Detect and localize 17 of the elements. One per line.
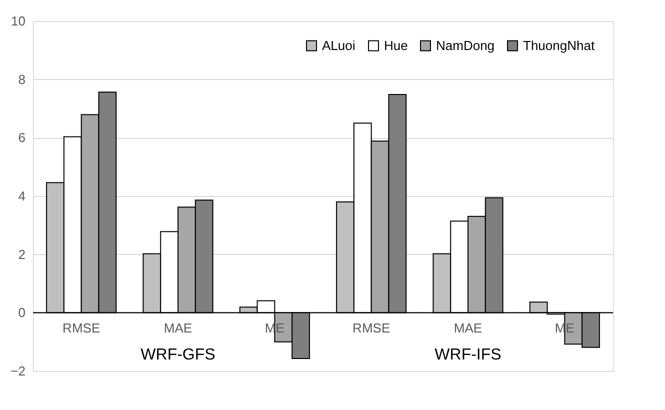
y-tick-label: 10 — [11, 14, 26, 28]
y-tick-label: 6 — [18, 130, 26, 146]
legend-label: Hue — [384, 38, 408, 53]
legend-label: ThuongNhat — [523, 38, 595, 53]
x-tick-label: RMSE — [352, 320, 390, 336]
y-tick-label: 4 — [18, 188, 26, 204]
y-tick-label: −2 — [10, 364, 26, 378]
x-tick-label: RMSE — [62, 320, 100, 336]
legend-label: ALuoi — [322, 38, 356, 53]
y-tick-label: 8 — [18, 72, 26, 87]
y-tick-label: 2 — [18, 246, 26, 262]
y-tick-label: 0 — [18, 305, 26, 320]
legend-label: NamDong — [436, 38, 495, 53]
x-tick-label: MAE — [454, 320, 482, 336]
annotation: WRF-GFS — [140, 346, 216, 364]
annotation: WRF-IFS — [434, 346, 502, 364]
x-tick-label: MAE — [164, 320, 192, 336]
